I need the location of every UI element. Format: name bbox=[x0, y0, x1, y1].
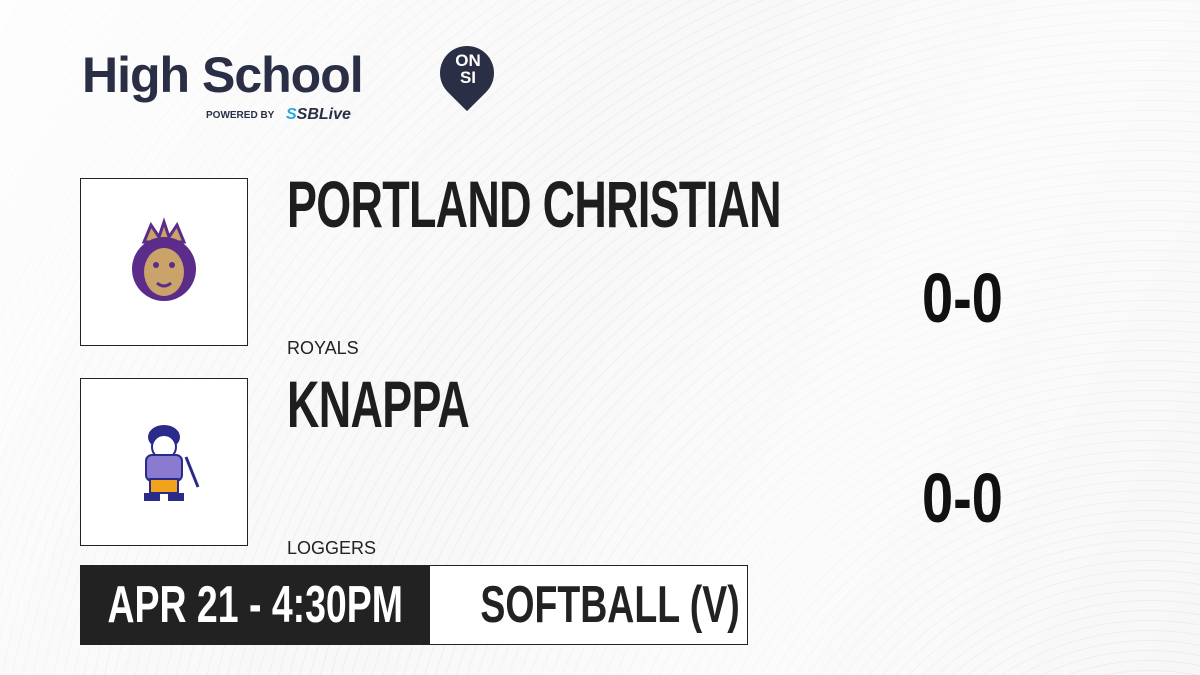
team-mascot-home: ROYALS bbox=[287, 338, 359, 358]
badge-bottom: SI bbox=[459, 68, 477, 87]
game-info-bar: APR 21 - 4:30PM SOFTBALL (V) bbox=[80, 565, 748, 645]
team-name-away: KNAPPA bbox=[287, 367, 470, 441]
team-name-home: PORTLAND CHRISTIAN bbox=[287, 167, 782, 241]
brand-badge: ON SI bbox=[442, 52, 494, 86]
team-score-home: 0-0 bbox=[922, 259, 1003, 337]
brand-title: High School bbox=[82, 47, 364, 103]
game-datetime: APR 21 - 4:30PM bbox=[81, 566, 430, 644]
partner-logo: SSBLive bbox=[286, 106, 351, 124]
game-sport: SOFTBALL (V) bbox=[430, 566, 790, 644]
partner-name: SBLive bbox=[296, 106, 351, 123]
badge-top: ON bbox=[455, 51, 481, 70]
game-datetime-text: APR 21 - 4:30PM bbox=[107, 576, 404, 634]
powered-by: POWERED BY bbox=[206, 110, 275, 121]
team-score-away: 0-0 bbox=[922, 459, 1003, 537]
partner-prefix: S bbox=[286, 106, 297, 123]
game-sport-text: SOFTBALL (V) bbox=[480, 576, 740, 634]
team-logo-away bbox=[80, 378, 248, 546]
lion-crown-icon bbox=[132, 217, 196, 301]
logger-icon bbox=[144, 425, 200, 501]
team-logo-home bbox=[80, 178, 248, 346]
team-mascot-away: LOGGERS bbox=[287, 538, 377, 558]
